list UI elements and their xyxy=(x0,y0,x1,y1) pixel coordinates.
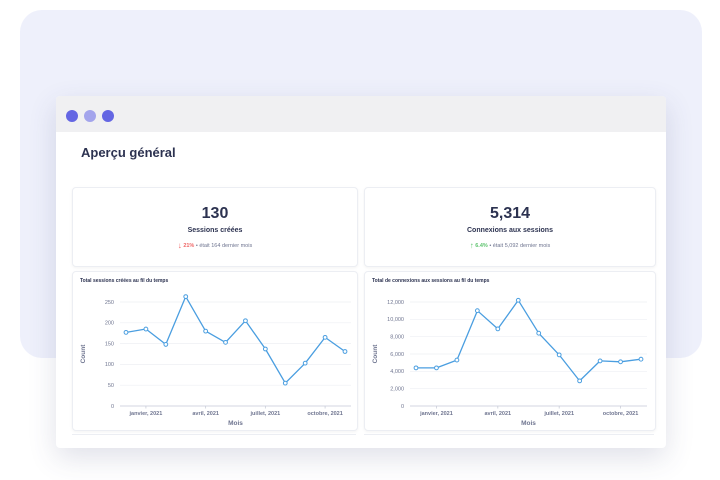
data-point xyxy=(474,308,480,314)
y-tick-label: 8,000 xyxy=(390,334,404,340)
data-point xyxy=(454,357,460,363)
y-tick-label: 0 xyxy=(401,404,404,410)
x-tick-label: avril, 2021 xyxy=(485,411,512,417)
kpi-delta-text: • était 5,092 dernier mois xyxy=(489,243,551,249)
data-point xyxy=(322,334,328,340)
kpi-delta: ↓ 21% • était 164 dernier mois xyxy=(73,241,357,250)
arrow-down-icon: ↓ xyxy=(177,241,182,250)
next-card-edge xyxy=(364,434,654,448)
data-point xyxy=(413,365,419,371)
data-point xyxy=(123,329,129,335)
line-chart-sessions: 0 50 100 150 200 250 janvier, 2021 avril, 2021 j… xyxy=(80,294,351,427)
x-tick-label: octobre, 2021 xyxy=(307,411,342,417)
y-tick-label: 0 xyxy=(111,404,114,410)
data-point xyxy=(143,326,149,332)
data-point xyxy=(536,330,542,336)
y-tick-label: 100 xyxy=(105,362,114,368)
series-line xyxy=(125,295,346,384)
data-point xyxy=(183,294,189,299)
y-axis-label: Count xyxy=(80,344,87,364)
data-point xyxy=(597,358,603,364)
data-point xyxy=(515,297,521,303)
y-tick-label: 150 xyxy=(105,341,114,347)
kpi-delta-percent: 6.4% xyxy=(475,243,488,249)
x-tick-label: octobre, 2021 xyxy=(603,411,638,417)
data-point xyxy=(495,326,501,332)
data-point xyxy=(203,328,209,334)
line-chart-connexions: 0 2,000 4,000 6,000 8,000 10,000 12,000 janvier… xyxy=(372,297,647,427)
window-close-dot[interactable] xyxy=(66,110,78,122)
data-point xyxy=(302,360,308,366)
chart-title: Total sessions créées au fil du temps xyxy=(80,278,169,284)
kpi-card-sessions[interactable]: 130 Sessions créées ↓ 21% • était 164 de… xyxy=(72,187,358,267)
data-point xyxy=(556,352,562,358)
chart-card-connexions[interactable]: Total de connexions aux sessions au fil … xyxy=(364,271,656,431)
y-tick-label: 2,000 xyxy=(390,386,404,392)
y-tick-label: 50 xyxy=(108,383,114,389)
y-tick-label: 250 xyxy=(105,300,114,306)
kpi-card-connexions[interactable]: 5,314 Connexions aux sessions ↑ 6.4% • é… xyxy=(364,187,656,267)
data-point xyxy=(282,380,288,386)
data-point xyxy=(638,356,644,362)
data-point xyxy=(223,339,228,345)
arrow-up-icon: ↑ xyxy=(469,241,474,250)
kpi-delta-text: • était 164 dernier mois xyxy=(195,243,253,249)
chart-card-sessions[interactable]: Total sessions créées au fil du temps 0 5… xyxy=(72,271,358,431)
page-title: Aperçu général xyxy=(81,145,176,160)
window-maximize-dot[interactable] xyxy=(102,110,114,122)
y-tick-label: 4,000 xyxy=(390,369,404,375)
data-point xyxy=(262,346,268,352)
x-tick-label: janvier, 2021 xyxy=(129,411,163,417)
x-tick-label: juillet, 2021 xyxy=(543,411,574,417)
data-point xyxy=(163,342,169,347)
y-tick-label: 200 xyxy=(105,321,114,327)
x-tick-label: janvier, 2021 xyxy=(419,411,453,417)
data-point xyxy=(342,349,348,354)
kpi-delta-percent: 21% xyxy=(183,243,195,249)
x-tick-label: avril, 2021 xyxy=(192,411,219,417)
chart-title: Total de connexions aux sessions au fil … xyxy=(372,278,490,284)
y-tick-label: 10,000 xyxy=(387,317,404,323)
data-point xyxy=(243,318,248,324)
data-point xyxy=(577,378,583,384)
kpi-value: 5,314 xyxy=(489,205,531,222)
series-line xyxy=(416,299,642,382)
x-tick-label: juillet, 2021 xyxy=(250,411,281,417)
kpi-value: 130 xyxy=(201,205,229,222)
window-minimize-dot[interactable] xyxy=(84,110,96,122)
kpi-label: Sessions créées xyxy=(187,227,243,234)
kpi-delta: ↑ 6.4% • était 5,092 dernier mois xyxy=(365,241,655,250)
x-axis-label: Mois xyxy=(521,420,536,427)
next-card-edge xyxy=(72,434,356,448)
y-tick-label: 12,000 xyxy=(387,300,404,306)
y-tick-label: 6,000 xyxy=(390,352,404,358)
window-titlebar xyxy=(56,96,666,132)
app-window: Aperçu général 130 Sessions créées ↓ 21%… xyxy=(56,96,666,448)
x-axis-label: Mois xyxy=(228,420,243,427)
kpi-label: Connexions aux sessions xyxy=(467,227,553,234)
y-axis-label: Count xyxy=(372,344,379,364)
data-point xyxy=(434,365,439,371)
data-point xyxy=(618,359,623,365)
